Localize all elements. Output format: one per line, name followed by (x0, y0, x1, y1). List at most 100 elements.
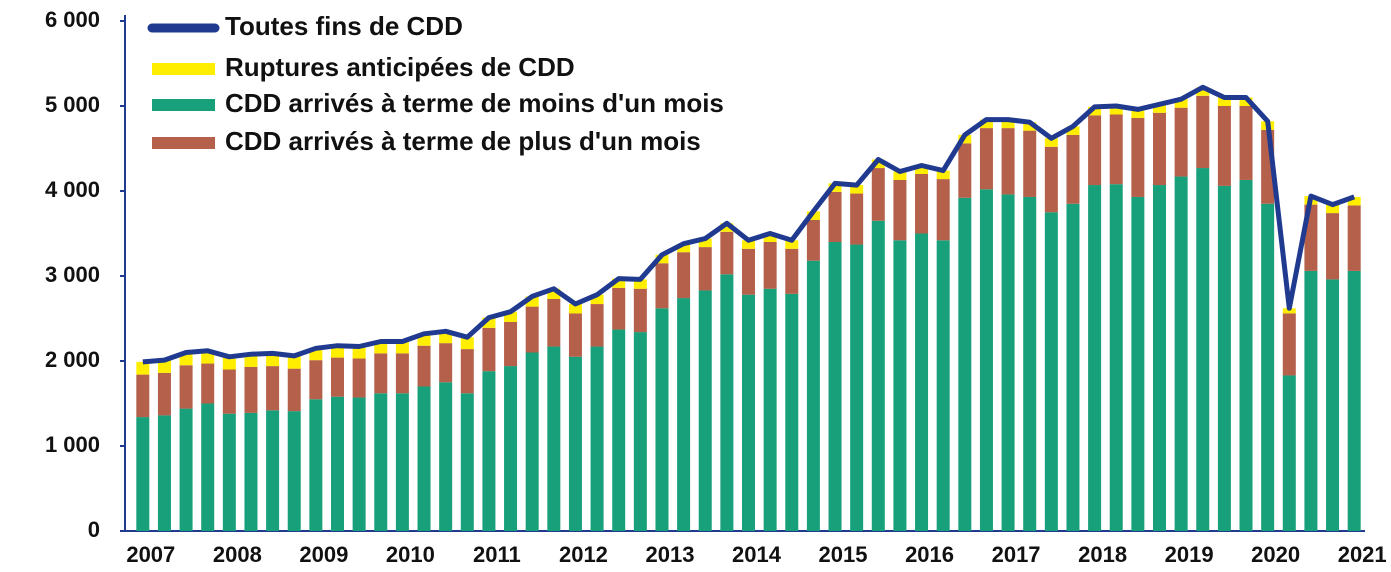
bar-segment (222, 369, 236, 414)
bar-segment (460, 337, 474, 350)
bar-segment (568, 304, 582, 314)
bar-segment (1001, 194, 1015, 531)
bar-segment (720, 231, 734, 275)
bar-segment (352, 358, 366, 398)
bar-segment (525, 306, 539, 353)
bar-segment (1131, 117, 1145, 197)
bar-segment (915, 233, 929, 531)
x-tick-label: 2007 (126, 542, 175, 567)
bar-segment (1217, 185, 1231, 531)
bar-segment (287, 411, 301, 531)
bar-segment (331, 357, 344, 397)
bar-segment (893, 240, 907, 532)
bar-segment (417, 386, 431, 531)
legend-swatch (152, 63, 215, 75)
bar-segment (374, 341, 388, 354)
bar-segment (504, 321, 518, 367)
bar-segment (1282, 375, 1296, 531)
bar-segment (979, 128, 993, 190)
bar-segment (871, 220, 885, 531)
bar-segment (677, 243, 691, 253)
bar-segment (482, 371, 496, 531)
bar-segment (136, 361, 150, 375)
bar-segment (1239, 179, 1253, 531)
bar-segment (157, 415, 171, 531)
bar-segment (1196, 95, 1210, 169)
x-tick-label: 2010 (386, 542, 435, 567)
bar-segment (590, 294, 604, 305)
bar-segment (612, 329, 626, 531)
x-tick-label: 2009 (299, 542, 348, 567)
bar-segment (309, 399, 323, 531)
x-tick-label: 2015 (819, 542, 868, 567)
bar-segment (698, 290, 712, 531)
bar-segment (677, 252, 691, 299)
bar-segment (655, 308, 669, 531)
legend-label: CDD arrivés à terme de plus d'un mois (225, 126, 701, 156)
bar-segment (590, 346, 604, 531)
bar-segment (1174, 107, 1188, 177)
bar-segment (655, 263, 669, 309)
y-tick-label: 2 000 (45, 347, 100, 372)
bar-segment (1217, 97, 1231, 106)
bar-segment (850, 193, 864, 245)
x-tick-label: 2018 (1078, 542, 1127, 567)
bar-segment (1239, 97, 1253, 106)
bar-segment (395, 393, 409, 531)
bar-segment (1109, 106, 1123, 115)
bar-segment (352, 346, 366, 359)
bar-segment (352, 397, 366, 531)
bar-segment (612, 287, 626, 330)
bar-segment (309, 348, 323, 361)
bar-segment (915, 165, 929, 174)
y-tick-label: 0 (88, 517, 100, 542)
bar-segment (979, 189, 993, 532)
bar-segment (871, 159, 885, 169)
bar-segment (287, 368, 301, 412)
bar-segment (850, 244, 864, 532)
bar-segment (1001, 119, 1015, 129)
bar-segment (1347, 205, 1361, 271)
legend-label: Ruptures anticipées de CDD (225, 52, 575, 82)
bar-segment (806, 219, 820, 261)
y-tick-label: 6 000 (45, 7, 100, 32)
bar-segment (568, 313, 582, 357)
bar-segment (525, 352, 539, 531)
bar-segment (720, 223, 734, 232)
bar-segment (1131, 109, 1145, 118)
bar-segment (1109, 114, 1123, 185)
bar-segment (590, 304, 604, 347)
bar-segment (1217, 106, 1231, 186)
bar-segment (1196, 168, 1210, 532)
bar-segment (179, 408, 193, 531)
bar-segment (677, 298, 691, 531)
x-tick-label: 2016 (905, 542, 954, 567)
bar-segment (331, 396, 344, 531)
x-tick-label: 2021 (1338, 542, 1387, 567)
bar-segment (763, 242, 777, 289)
bar-segment (157, 372, 171, 416)
bar-segment (482, 317, 496, 328)
bar-segment (1044, 146, 1058, 213)
line-series (142, 84, 1356, 365)
bar-segment (374, 393, 388, 531)
bar-segment (525, 296, 539, 307)
legend-label: CDD arrivés à terme de moins d'un mois (225, 88, 724, 118)
bar-segment (439, 331, 453, 344)
bar-segment (828, 191, 842, 242)
bar-segment (1088, 115, 1102, 186)
bar-segment (1131, 196, 1145, 531)
bar-segment (612, 278, 626, 288)
bar-segment (936, 170, 950, 180)
bar-segment (936, 240, 950, 532)
bar-segment (1239, 106, 1253, 180)
x-tick-label: 2017 (992, 542, 1041, 567)
bar-segment (547, 298, 561, 347)
bar-segment (785, 248, 799, 294)
x-tick-label: 2013 (645, 542, 694, 567)
y-tick-label: 1 000 (45, 432, 100, 457)
bar-segment (1066, 134, 1080, 204)
bar-segment (1304, 270, 1318, 531)
